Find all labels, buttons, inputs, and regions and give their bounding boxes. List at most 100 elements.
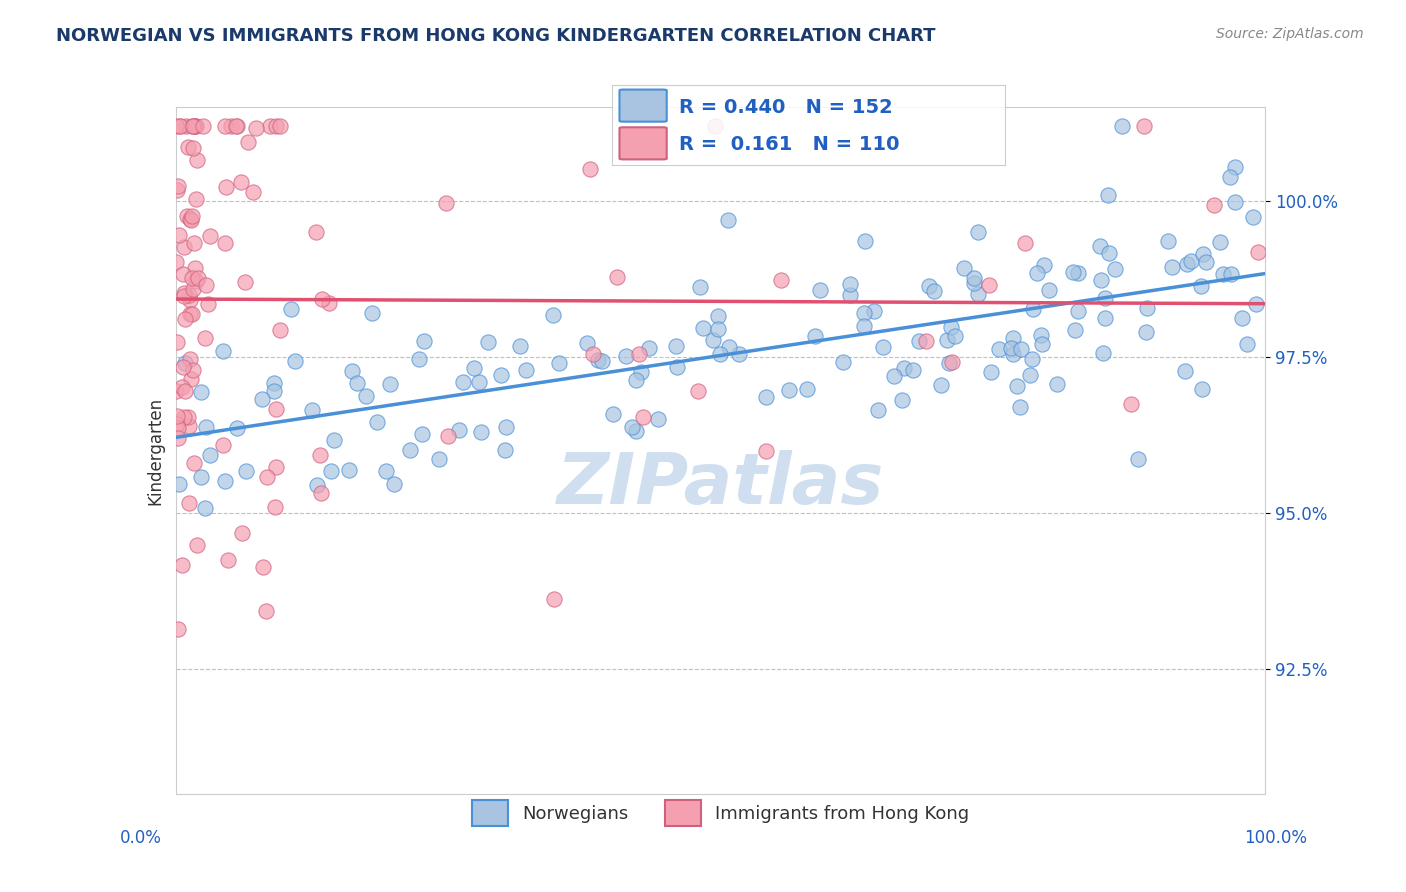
Point — [214, 235, 236, 250]
Point — [183, 119, 205, 133]
Point — [181, 307, 204, 321]
Point — [184, 192, 207, 206]
Point — [1031, 328, 1053, 343]
Point — [179, 307, 201, 321]
Point — [1038, 283, 1060, 297]
Point — [284, 353, 307, 368]
Point — [191, 119, 214, 133]
Point — [966, 225, 988, 239]
Point — [181, 362, 204, 376]
Point — [266, 119, 288, 133]
Point — [863, 303, 886, 318]
Point — [413, 334, 436, 349]
Point — [235, 275, 257, 289]
Point — [229, 175, 252, 189]
Point — [977, 278, 1000, 293]
Point — [242, 186, 264, 200]
Point — [264, 401, 287, 416]
Point — [221, 119, 243, 133]
Point — [176, 140, 198, 154]
Point — [180, 119, 202, 133]
Point — [489, 368, 512, 383]
Point — [184, 119, 207, 133]
Point — [398, 443, 420, 458]
Point — [1005, 379, 1028, 393]
Point — [437, 429, 460, 443]
Point — [408, 352, 430, 367]
Point — [470, 425, 492, 439]
Point — [1126, 452, 1149, 467]
Point — [463, 361, 485, 376]
Point — [624, 424, 647, 438]
Point — [200, 448, 222, 462]
Point — [893, 361, 915, 376]
Point — [263, 384, 285, 399]
Point — [966, 287, 988, 301]
Point — [1225, 161, 1247, 175]
Point — [602, 408, 624, 422]
Point — [1002, 331, 1025, 345]
Point — [1094, 311, 1116, 326]
Point — [616, 350, 638, 364]
Point — [468, 375, 491, 389]
Point — [179, 496, 201, 510]
Point — [1062, 265, 1084, 279]
Point — [988, 343, 1011, 357]
Point — [755, 390, 778, 404]
Point — [184, 260, 207, 275]
Point — [366, 415, 388, 429]
Point — [309, 448, 332, 462]
Point — [1232, 310, 1254, 325]
Point — [165, 255, 187, 269]
Point — [627, 347, 650, 361]
Point — [318, 295, 340, 310]
Point — [183, 119, 205, 133]
Point — [868, 403, 890, 417]
Point — [252, 560, 274, 574]
Point — [938, 356, 960, 370]
Point — [254, 604, 277, 618]
Point — [1135, 326, 1157, 340]
Point — [214, 474, 236, 488]
Point — [515, 363, 537, 377]
Point — [1010, 342, 1032, 356]
Point — [183, 141, 205, 155]
Point — [631, 410, 654, 425]
Point — [226, 421, 249, 435]
Point — [914, 334, 936, 348]
Point — [181, 270, 204, 285]
Point — [1067, 266, 1090, 280]
Point — [1212, 267, 1234, 281]
Point — [166, 409, 188, 423]
Point — [575, 336, 598, 351]
Point — [872, 340, 894, 354]
Text: Source: ZipAtlas.com: Source: ZipAtlas.com — [1216, 27, 1364, 41]
Point — [853, 235, 876, 249]
Point — [307, 477, 329, 491]
Point — [197, 297, 219, 311]
Point — [543, 591, 565, 606]
Point — [225, 119, 247, 133]
Point — [890, 392, 912, 407]
Point — [173, 384, 195, 398]
Point — [929, 378, 952, 392]
Point — [1225, 194, 1247, 209]
Point — [1064, 323, 1087, 337]
Point — [194, 420, 217, 434]
Point — [427, 451, 450, 466]
Point — [250, 392, 273, 406]
Point — [167, 179, 190, 194]
Text: R = 0.440   N = 152: R = 0.440 N = 152 — [679, 98, 893, 117]
Y-axis label: Kindergarten: Kindergarten — [146, 396, 165, 505]
Point — [665, 359, 688, 374]
Point — [1091, 346, 1114, 360]
Point — [1000, 341, 1022, 355]
Point — [1175, 257, 1198, 271]
Point — [495, 419, 517, 434]
Point — [901, 363, 924, 377]
Point — [167, 421, 190, 435]
Point — [181, 209, 204, 223]
Point — [689, 280, 711, 294]
Point — [1195, 255, 1218, 269]
Point — [477, 334, 499, 349]
